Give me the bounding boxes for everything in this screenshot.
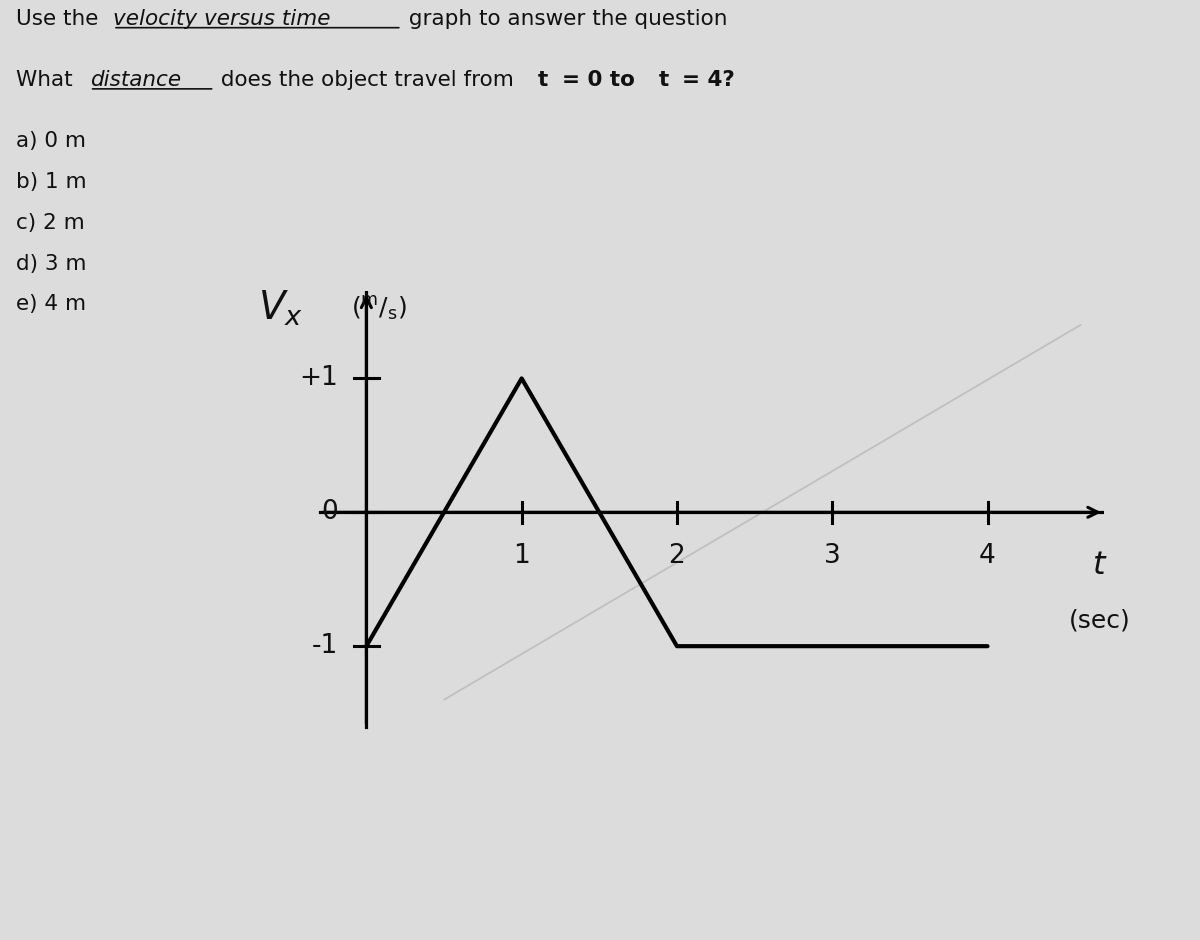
Text: -1: -1: [312, 634, 338, 659]
Text: +1: +1: [300, 366, 338, 391]
Text: d) 3 m: d) 3 m: [16, 254, 86, 274]
Text: = 0 to: = 0 to: [562, 70, 635, 90]
Text: c) 2 m: c) 2 m: [16, 212, 84, 233]
Text: (sec): (sec): [1068, 609, 1130, 633]
Text: does the object travel from: does the object travel from: [215, 70, 521, 90]
Text: Use the: Use the: [16, 8, 104, 29]
Text: t: t: [659, 70, 670, 90]
Text: distance: distance: [90, 70, 181, 90]
Text: b) 1 m: b) 1 m: [16, 172, 86, 192]
Text: e) 4 m: e) 4 m: [16, 294, 85, 314]
Text: t: t: [1093, 550, 1105, 581]
Text: $V_x$: $V_x$: [258, 290, 304, 328]
Text: 0: 0: [322, 499, 338, 525]
Text: 3: 3: [824, 543, 841, 569]
Text: $\mathregular{(^m/_s)}$: $\mathregular{(^m/_s)}$: [350, 295, 407, 323]
Text: a) 0 m: a) 0 m: [16, 131, 85, 151]
Text: 2: 2: [668, 543, 685, 569]
Text: What: What: [16, 70, 79, 90]
Text: 4: 4: [979, 543, 996, 569]
Text: velocity versus time: velocity versus time: [113, 8, 331, 29]
Text: graph to answer the question: graph to answer the question: [402, 8, 727, 29]
Text: t: t: [538, 70, 548, 90]
Text: = 4?: = 4?: [683, 70, 736, 90]
Text: 1: 1: [514, 543, 530, 569]
